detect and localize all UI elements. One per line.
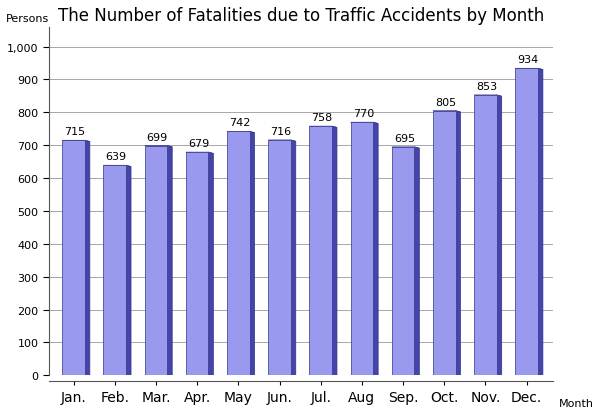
Polygon shape	[62, 375, 538, 381]
Polygon shape	[433, 375, 461, 377]
Polygon shape	[455, 112, 461, 377]
Polygon shape	[392, 147, 415, 375]
Polygon shape	[62, 141, 85, 375]
Polygon shape	[103, 166, 126, 375]
Polygon shape	[103, 166, 131, 167]
Polygon shape	[392, 147, 419, 149]
Title: The Number of Fatalities due to Traffic Accidents by Month: The Number of Fatalities due to Traffic …	[58, 7, 544, 25]
Polygon shape	[310, 375, 337, 377]
Text: 742: 742	[229, 118, 250, 128]
Polygon shape	[538, 69, 543, 377]
Polygon shape	[268, 141, 296, 142]
Polygon shape	[103, 375, 131, 377]
Polygon shape	[332, 127, 337, 377]
Polygon shape	[392, 375, 419, 377]
Text: 699: 699	[146, 132, 168, 142]
Polygon shape	[415, 147, 419, 377]
Polygon shape	[62, 141, 90, 142]
Polygon shape	[62, 375, 90, 377]
Text: 679: 679	[188, 139, 209, 149]
Polygon shape	[515, 69, 543, 71]
Polygon shape	[208, 153, 214, 377]
Polygon shape	[186, 375, 214, 377]
Polygon shape	[474, 96, 502, 97]
Polygon shape	[538, 375, 543, 382]
Text: 715: 715	[64, 127, 85, 137]
Polygon shape	[350, 123, 373, 375]
Polygon shape	[515, 69, 538, 375]
Polygon shape	[227, 132, 250, 375]
Polygon shape	[227, 375, 254, 377]
Text: Month: Month	[559, 398, 593, 408]
Text: 695: 695	[394, 133, 415, 144]
Polygon shape	[145, 146, 167, 375]
Text: 770: 770	[353, 109, 374, 119]
Polygon shape	[268, 375, 296, 377]
Polygon shape	[474, 375, 502, 377]
Polygon shape	[373, 123, 378, 377]
Polygon shape	[515, 375, 543, 377]
Polygon shape	[497, 96, 502, 377]
Text: 805: 805	[435, 97, 456, 107]
Polygon shape	[167, 146, 172, 377]
Polygon shape	[433, 112, 455, 375]
Polygon shape	[186, 153, 214, 154]
Polygon shape	[310, 127, 337, 128]
Polygon shape	[433, 112, 461, 113]
Text: 758: 758	[311, 113, 332, 123]
Polygon shape	[145, 146, 172, 147]
Text: 853: 853	[476, 82, 497, 92]
Polygon shape	[85, 141, 90, 377]
Polygon shape	[310, 127, 332, 375]
Text: 934: 934	[517, 55, 539, 65]
Polygon shape	[186, 153, 208, 375]
Polygon shape	[291, 141, 296, 377]
Polygon shape	[474, 96, 497, 375]
Polygon shape	[268, 141, 291, 375]
Polygon shape	[145, 375, 172, 377]
Polygon shape	[250, 132, 254, 377]
Text: 639: 639	[106, 152, 127, 162]
Polygon shape	[62, 375, 543, 377]
Polygon shape	[126, 166, 131, 377]
Text: Persons: Persons	[6, 14, 49, 24]
Polygon shape	[350, 123, 378, 124]
Text: 716: 716	[270, 127, 292, 137]
Polygon shape	[227, 132, 254, 133]
Polygon shape	[350, 375, 378, 377]
